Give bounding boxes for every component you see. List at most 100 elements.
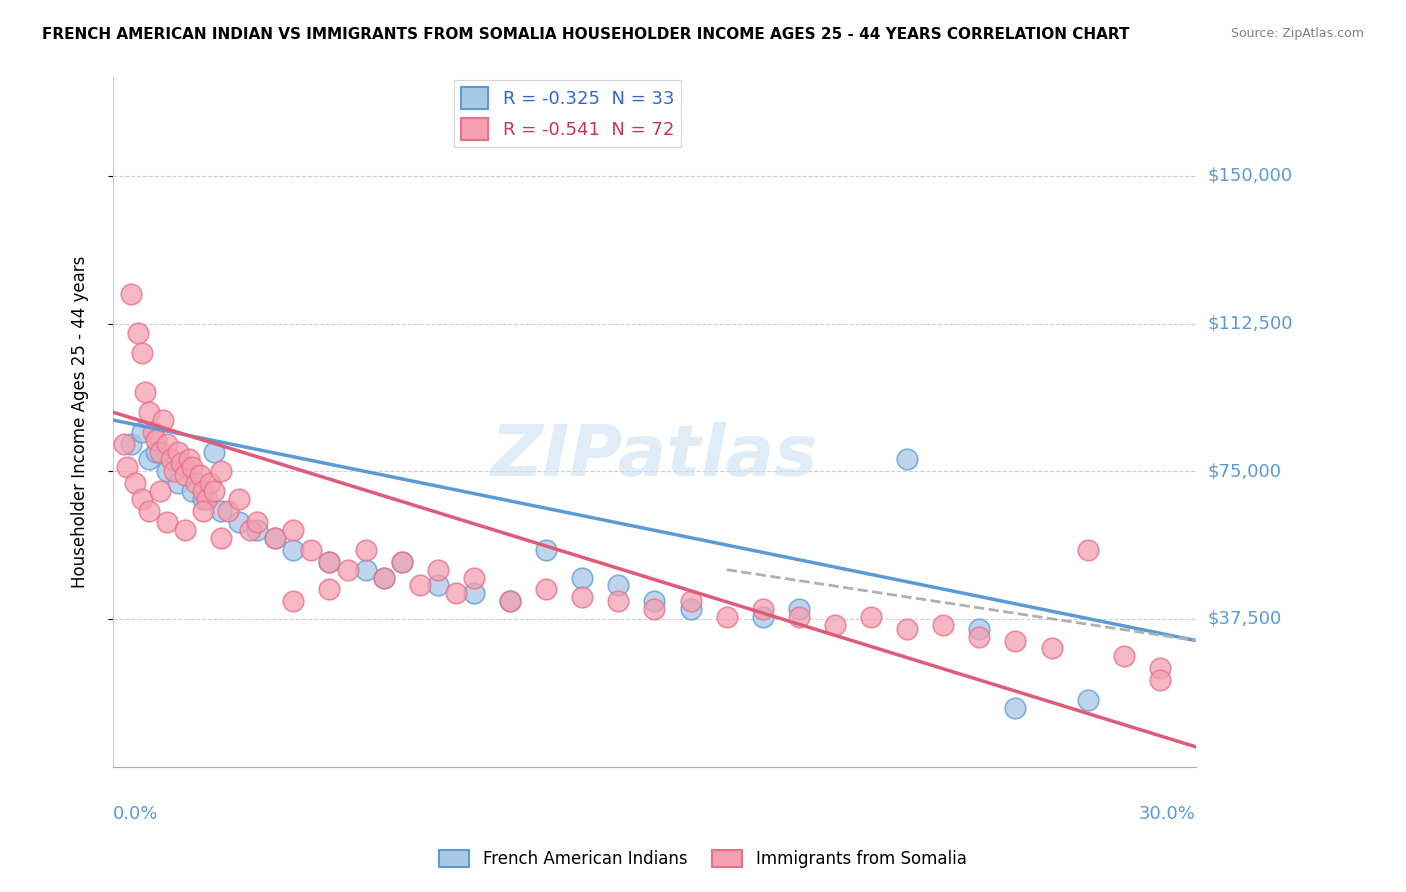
Point: [138, 452, 160, 467]
Point: [1004, 633, 1026, 648]
Point: [426, 578, 449, 592]
Legend: French American Indians, Immigrants from Somalia: French American Indians, Immigrants from…: [433, 843, 973, 875]
Point: [145, 433, 167, 447]
Point: [679, 602, 702, 616]
Point: [131, 491, 153, 506]
Point: [409, 578, 432, 592]
Point: [246, 516, 269, 530]
Point: [679, 594, 702, 608]
Point: [1040, 641, 1063, 656]
Point: [177, 452, 200, 467]
Point: [787, 602, 810, 616]
Text: $37,500: $37,500: [1208, 610, 1281, 628]
Text: $112,500: $112,500: [1208, 315, 1292, 333]
Point: [209, 464, 232, 478]
Point: [896, 452, 918, 467]
Text: 0.0%: 0.0%: [112, 805, 159, 823]
Point: [228, 516, 250, 530]
Point: [534, 582, 557, 597]
Point: [426, 563, 449, 577]
Point: [134, 385, 156, 400]
Point: [181, 483, 204, 498]
Point: [131, 425, 153, 439]
Text: $150,000: $150,000: [1208, 167, 1292, 185]
Point: [534, 543, 557, 558]
Point: [969, 630, 991, 644]
Point: [239, 524, 262, 538]
Point: [228, 491, 250, 506]
Point: [202, 483, 225, 498]
Point: [373, 570, 395, 584]
Point: [200, 476, 222, 491]
Point: [202, 444, 225, 458]
Point: [824, 617, 846, 632]
Point: [969, 622, 991, 636]
Point: [138, 405, 160, 419]
Point: [191, 483, 214, 498]
Legend: R = -0.325  N = 33, R = -0.541  N = 72: R = -0.325 N = 33, R = -0.541 N = 72: [454, 79, 682, 147]
Point: [156, 516, 179, 530]
Text: ZIPatlas: ZIPatlas: [491, 422, 818, 491]
Point: [138, 503, 160, 517]
Point: [217, 503, 239, 517]
Point: [318, 555, 340, 569]
Point: [373, 570, 395, 584]
Point: [191, 491, 214, 506]
Point: [716, 610, 738, 624]
Y-axis label: Householder Income Ages 25 - 44 years: Householder Income Ages 25 - 44 years: [72, 256, 89, 588]
Point: [283, 543, 305, 558]
Point: [184, 476, 207, 491]
Point: [1004, 700, 1026, 714]
Text: FRENCH AMERICAN INDIAN VS IMMIGRANTS FROM SOMALIA HOUSEHOLDER INCOME AGES 25 - 4: FRENCH AMERICAN INDIAN VS IMMIGRANTS FRO…: [42, 27, 1129, 42]
Point: [391, 555, 413, 569]
Point: [209, 503, 232, 517]
Text: 30.0%: 30.0%: [1139, 805, 1197, 823]
Point: [643, 602, 665, 616]
Text: $75,000: $75,000: [1208, 462, 1281, 480]
Point: [181, 460, 204, 475]
Point: [751, 610, 773, 624]
Point: [571, 570, 593, 584]
Point: [1112, 649, 1135, 664]
Point: [166, 444, 188, 458]
Point: [112, 436, 135, 450]
Point: [896, 622, 918, 636]
Point: [299, 543, 322, 558]
Point: [318, 582, 340, 597]
Point: [499, 594, 522, 608]
Point: [1149, 673, 1171, 687]
Point: [127, 326, 149, 341]
Point: [124, 476, 146, 491]
Point: [174, 460, 197, 475]
Point: [246, 524, 269, 538]
Point: [149, 483, 172, 498]
Point: [391, 555, 413, 569]
Point: [1077, 692, 1099, 706]
Point: [131, 346, 153, 360]
Point: [152, 413, 174, 427]
Point: [751, 602, 773, 616]
Point: [209, 531, 232, 545]
Point: [571, 591, 593, 605]
Point: [145, 444, 167, 458]
Point: [174, 468, 197, 483]
Point: [120, 287, 142, 301]
Point: [159, 452, 181, 467]
Point: [142, 425, 165, 439]
Point: [170, 456, 193, 470]
Point: [156, 436, 179, 450]
Point: [336, 563, 359, 577]
Text: Source: ZipAtlas.com: Source: ZipAtlas.com: [1230, 27, 1364, 40]
Point: [318, 555, 340, 569]
Point: [607, 594, 630, 608]
Point: [156, 464, 179, 478]
Point: [191, 503, 214, 517]
Point: [463, 570, 485, 584]
Point: [463, 586, 485, 600]
Point: [283, 594, 305, 608]
Point: [932, 617, 955, 632]
Point: [444, 586, 467, 600]
Point: [264, 531, 287, 545]
Point: [1149, 661, 1171, 675]
Point: [149, 444, 172, 458]
